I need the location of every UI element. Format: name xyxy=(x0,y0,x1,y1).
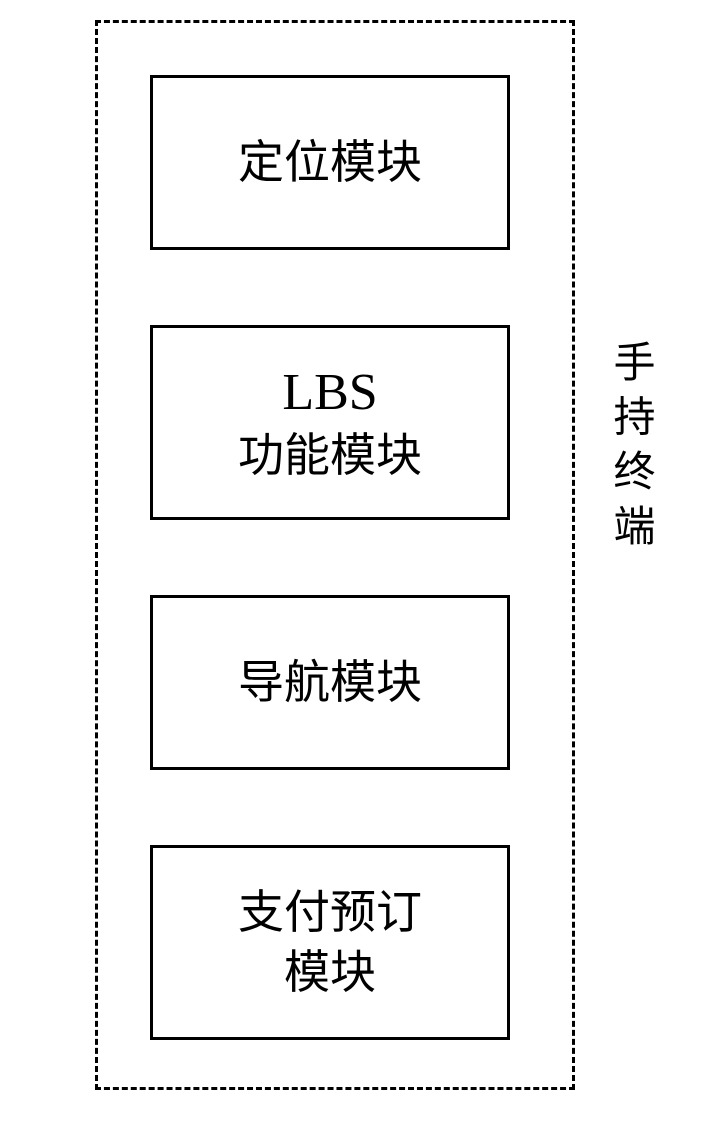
navigation-module-box: 导航模块 xyxy=(150,595,510,770)
positioning-module-label: 定位模块 xyxy=(238,133,422,193)
lbs-module-label: LBS 功能模块 xyxy=(238,359,422,486)
payment-booking-module-box: 支付预订 模块 xyxy=(150,845,510,1040)
positioning-module-box: 定位模块 xyxy=(150,75,510,250)
lbs-line2: 功能模块 xyxy=(238,426,422,486)
lbs-line1: LBS xyxy=(238,359,422,427)
payment-line2: 模块 xyxy=(238,943,422,1003)
payment-line1: 支付预订 xyxy=(238,883,422,943)
terminal-side-label: 手持终端 xyxy=(600,340,661,558)
payment-booking-module-label: 支付预订 模块 xyxy=(238,883,422,1003)
navigation-module-label: 导航模块 xyxy=(238,653,422,713)
lbs-module-box: LBS 功能模块 xyxy=(150,325,510,520)
